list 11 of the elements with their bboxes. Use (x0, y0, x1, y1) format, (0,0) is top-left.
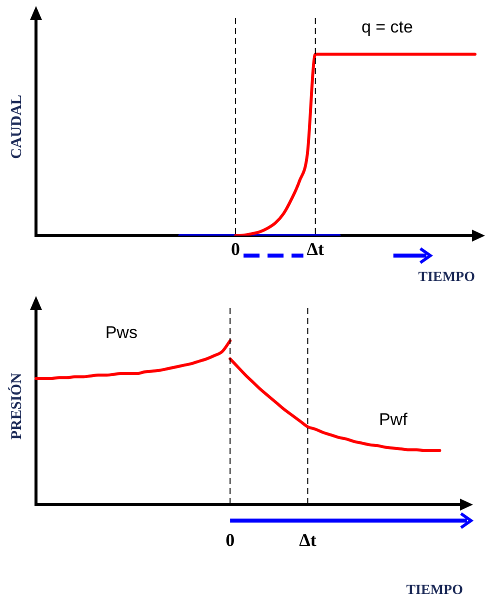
x-tick-label: 0 (231, 239, 240, 260)
x-tick-label: Δt (299, 530, 316, 550)
text: q = cte (361, 18, 413, 37)
series-label: Pws (105, 323, 138, 342)
x-tick-label: 0 (226, 530, 235, 550)
series-label: Pwf (378, 410, 408, 429)
x-axis-title: TIEMPO (418, 270, 476, 286)
x-axis-title: TIEMPO (406, 583, 464, 598)
y-axis-title: CAUDAL (8, 94, 25, 159)
x-tick-label: Δt (306, 239, 324, 260)
y-axis-title: PRESIÓN (8, 372, 25, 440)
